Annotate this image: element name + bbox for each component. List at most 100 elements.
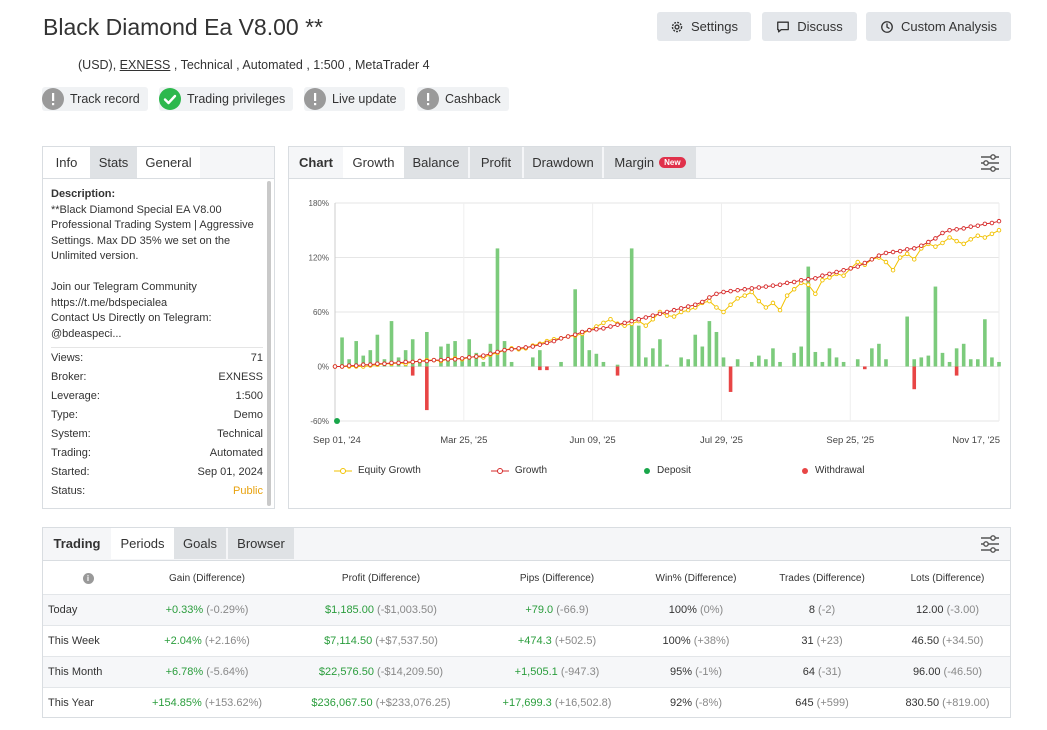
x-tick-label: Sep 01, '24 (313, 435, 361, 446)
growth-point (685, 304, 691, 309)
growth-point (368, 362, 373, 367)
period-label: Today (43, 593, 133, 625)
settings-button[interactable]: Settings (657, 12, 751, 41)
info-icon[interactable]: i (82, 573, 94, 585)
daily-gain-bar (439, 346, 443, 367)
tab-browser[interactable]: Browser (228, 528, 294, 559)
trades-diff: (-2) (818, 603, 836, 616)
tab-general[interactable]: General (137, 147, 200, 178)
growth-chart[interactable]: 180% 120% 60% 0% -60% Sep 01, '24 Mar 25, '25 J… (289, 183, 1010, 461)
periods-tabs: Trading Periods Goals Browser (43, 528, 1010, 561)
withdrawal-bar (538, 366, 542, 371)
growth-point (431, 357, 437, 363)
daily-gain-bar (877, 343, 881, 367)
growth-point (721, 289, 726, 295)
growth-point (587, 327, 592, 333)
tab-info[interactable]: Info (43, 147, 90, 178)
daily-gain-bar (658, 339, 662, 367)
tab-drawdown[interactable]: Drawdown (524, 147, 602, 178)
table-row: This Month +6.78% (-5.64%) $22,576.50 (-… (43, 655, 1010, 687)
growth-point (657, 311, 663, 317)
x-tick-label: Nov 17, '25 (952, 435, 1000, 446)
legend-growth[interactable]: Growth (490, 465, 547, 476)
tab-margin[interactable]: Margin New (604, 147, 696, 178)
lots-diff: (-46.50) (943, 665, 983, 678)
lots-value: 830.50 (905, 696, 940, 709)
win-diff: (0%) (699, 603, 724, 616)
growth-point (954, 227, 959, 232)
exclamation-icon (304, 88, 326, 110)
tab-periods[interactable]: Periods (111, 528, 174, 559)
legend-deposit[interactable]: Deposit (643, 465, 691, 476)
growth-point (869, 257, 875, 262)
daily-gain-bar (495, 248, 500, 367)
chart-settings-icon[interactable] (980, 154, 1000, 172)
chart-tabs: Chart Growth Balance Profit Drawdown Mar… (289, 147, 1010, 179)
discuss-button[interactable]: Discuss (762, 12, 857, 41)
growth-point (579, 329, 585, 335)
badge-cashback[interactable]: Cashback (417, 87, 509, 111)
daily-gain-bar (425, 331, 429, 367)
tab-growth[interactable]: Growth (343, 147, 404, 178)
daily-gain-bar (721, 357, 726, 367)
growth-point (389, 360, 394, 366)
tab-balance[interactable]: Balance (404, 147, 468, 178)
daily-gain-bar (884, 359, 888, 367)
daily-gain-bar (453, 341, 457, 367)
daily-gain-bar (340, 337, 344, 367)
legend-equity-growth[interactable]: Equity Growth (334, 465, 421, 476)
pips-diff: (+16,502.8) (554, 696, 612, 709)
profit-cell: $1,185.00 (-$1,003.50) (281, 593, 481, 625)
growth-point (481, 353, 486, 358)
growth-point (537, 342, 543, 347)
daily-gain-bar (559, 361, 563, 367)
badge-label: Live update (332, 92, 397, 106)
daily-gain-bar (361, 355, 366, 367)
description-line: Settings. Max DD 35% we set on the (51, 234, 231, 247)
badge-label: Track record (70, 92, 140, 106)
growth-point (516, 346, 521, 351)
info-key: Trading: (51, 446, 91, 459)
profit-value: $22,576.50 (318, 665, 374, 678)
telegram-link[interactable]: https://t.me/bdspecialea (51, 296, 168, 309)
equity-growth-point (806, 282, 811, 287)
growth-point (940, 230, 945, 236)
growth-point (890, 249, 896, 255)
deposit-point (334, 418, 340, 424)
growth-point (876, 253, 882, 258)
broker-link[interactable]: EXNESS (119, 58, 171, 72)
badge-live-update[interactable]: Live update (304, 87, 405, 111)
daily-gain-bar (813, 351, 818, 367)
legend-withdrawal[interactable]: Withdrawal (801, 465, 864, 476)
withdrawal-bar (425, 366, 429, 411)
equity-growth-point (911, 257, 917, 262)
growth-point (608, 324, 613, 329)
equity-growth-point (890, 267, 896, 273)
equity-growth-point (777, 307, 783, 313)
badge-track-record[interactable]: Track record (42, 87, 148, 111)
daily-gain-bar (827, 348, 832, 367)
badge-label: Cashback (445, 92, 501, 106)
equity-growth-point (742, 293, 747, 298)
custom-analysis-button[interactable]: Custom Analysis (866, 12, 1011, 41)
trades-cell: 645 (+599) (759, 686, 885, 718)
description-scrollbar[interactable] (267, 181, 271, 506)
growth-point (947, 228, 952, 233)
equity-growth-point (940, 240, 945, 246)
trades-cell: 31 (+23) (759, 624, 885, 656)
gain-diff: (+2.16%) (204, 634, 250, 647)
tab-stats[interactable]: Stats (90, 147, 137, 178)
periods-settings-icon[interactable] (980, 535, 1000, 553)
badge-trading-privileges[interactable]: Trading privileges (159, 87, 294, 111)
tab-goals[interactable]: Goals (174, 528, 226, 559)
info-key: Type: (51, 408, 78, 421)
win-value: 95% (670, 665, 693, 678)
daily-gain-bar (474, 352, 479, 367)
column-header: Trades (Difference) (779, 573, 865, 585)
table-row: Today +0.33% (-0.29%) $1,185.00 (-$1,003… (43, 593, 1010, 625)
gain-value: +154.85% (151, 696, 202, 709)
growth-point (565, 334, 571, 339)
growth-point (841, 267, 846, 273)
tab-profit[interactable]: Profit (470, 147, 522, 178)
comment-icon (777, 21, 790, 32)
